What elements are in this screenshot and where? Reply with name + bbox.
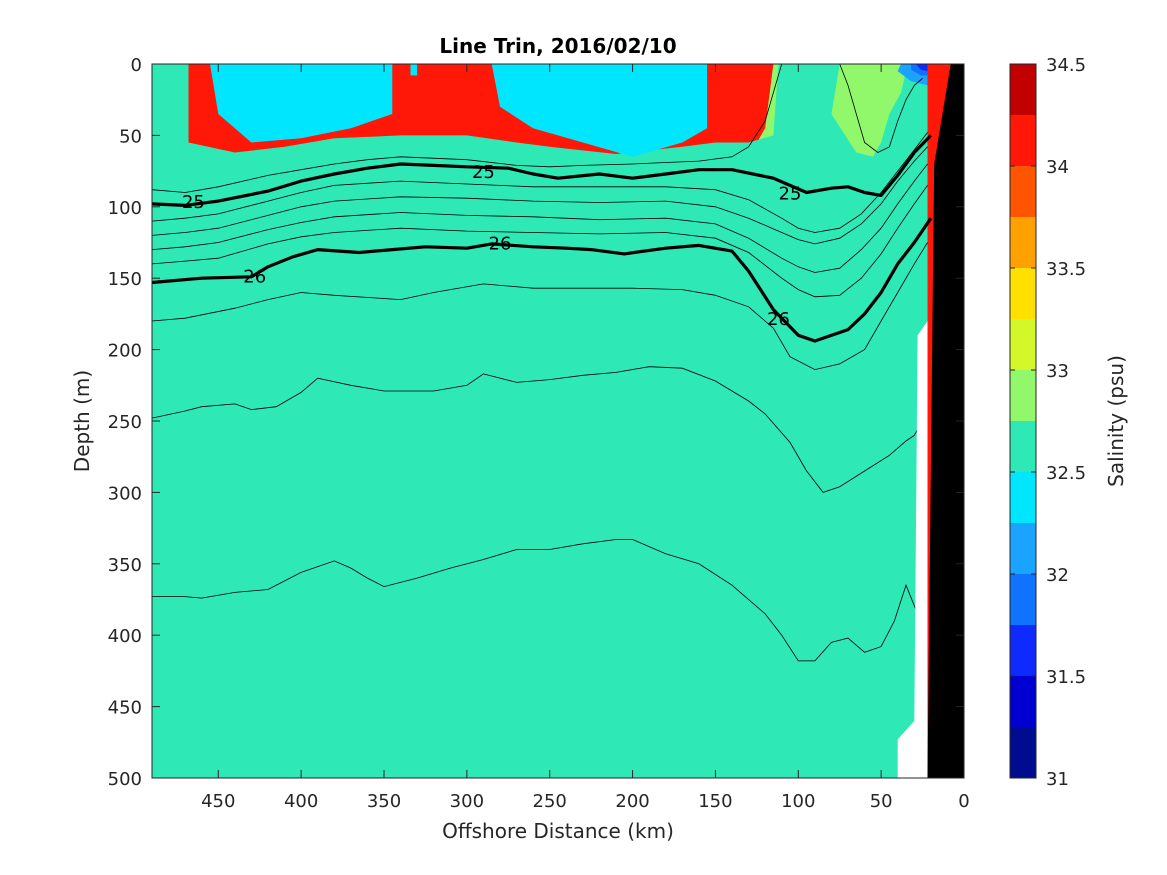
contour-label-25-2: 25 (779, 184, 802, 205)
contour-label-26-0: 26 (489, 234, 512, 255)
x-tick-label: 400 (284, 791, 318, 812)
colorbar-tick-label: 31.5 (1046, 667, 1086, 688)
y-tick-label: 350 (108, 555, 142, 576)
density-contour-thin-1 (839, 64, 923, 153)
colorbar-swatch (1010, 574, 1036, 625)
x-tick-label: 100 (781, 791, 815, 812)
y-tick-label: 200 (108, 341, 142, 362)
x-tick-label: 350 (367, 791, 401, 812)
y-tick-label: 300 (108, 483, 142, 504)
colorbar-swatch (1010, 370, 1036, 421)
y-tick-label: 400 (108, 626, 142, 647)
x-tick-label: 0 (958, 791, 969, 812)
y-axis: 0 50 100 150 200 250 300 350 400 450 500 (108, 55, 964, 790)
y-axis-label: Depth (m) (70, 370, 94, 472)
colorbar-tick-label: 34 (1046, 157, 1069, 178)
salinity-region-8 (410, 64, 418, 76)
y-tick-label: 500 (108, 769, 142, 790)
x-axis: 450 400 350 300 250 200 150 100 50 0 (201, 64, 970, 812)
chart-title: Line Trin, 2016/02/10 (439, 34, 676, 58)
salinity-region-7 (210, 64, 708, 157)
plot-area: 25 25 25 26 26 26 (152, 64, 964, 778)
colorbar-swatch (1010, 64, 1036, 115)
y-tick-label: 150 (108, 269, 142, 290)
colorbar-swatch (1010, 472, 1036, 523)
density-contour-thin-6 (152, 242, 928, 371)
contour-label-26-1: 26 (243, 266, 266, 287)
colorbar-swatch (1010, 217, 1036, 268)
colorbar-swatch (1010, 115, 1036, 166)
colorbar-swatch (1010, 421, 1036, 472)
contour-label-25-0: 25 (472, 162, 495, 183)
x-tick-label: 50 (870, 791, 893, 812)
colorbar-swatch (1010, 523, 1036, 574)
colorbar-swatch (1010, 268, 1036, 319)
colorbar-label: Salinity (psu) (1104, 355, 1128, 487)
density-contour-thin-7 (152, 366, 923, 493)
x-tick-label: 300 (450, 791, 484, 812)
colorbar-tick-label: 33 (1046, 361, 1069, 382)
density-contour-thin-0 (152, 64, 783, 193)
x-tick-label: 250 (533, 791, 567, 812)
x-tick-label: 200 (615, 791, 649, 812)
below-bottom-mask (897, 321, 928, 778)
contour-label-26-2: 26 (767, 309, 790, 330)
density-contour-thin-8 (152, 539, 918, 662)
colorbar-swatch (1010, 676, 1036, 727)
y-tick-label: 50 (119, 126, 142, 147)
density-contour-thin-2 (152, 132, 928, 233)
colorbar-tick-label: 33.5 (1046, 259, 1086, 280)
density-contour-25 (152, 134, 933, 207)
x-axis-label: Offshore Distance (km) (442, 819, 674, 843)
colorbar-swatch (1010, 166, 1036, 217)
colorbar-swatch (1010, 319, 1036, 370)
colorbar-tick-label: 31 (1046, 769, 1069, 790)
colorbar-swatch (1010, 727, 1036, 778)
y-tick-label: 0 (131, 55, 142, 76)
x-tick-label: 150 (698, 791, 732, 812)
colorbar: 31 31.5 32 32.5 33 33.5 34 34.5 (1009, 55, 1086, 790)
colorbar-tick-label: 34.5 (1046, 55, 1086, 76)
colorbar-swatch (1010, 625, 1036, 676)
y-tick-label: 100 (108, 198, 142, 219)
colorbar-tick-label: 32.5 (1046, 463, 1086, 484)
contour-label-25-1: 25 (182, 192, 205, 213)
density-contour-thin-5 (152, 185, 928, 298)
density-contour-26 (152, 217, 933, 343)
x-tick-label: 450 (201, 791, 235, 812)
density-contour-thin-4 (152, 163, 928, 273)
y-tick-label: 250 (108, 412, 142, 433)
density-contour-thin-3 (152, 146, 928, 245)
land-mask (927, 64, 964, 778)
colorbar-frame (1009, 63, 1037, 779)
salinity-region-6 (152, 64, 928, 778)
colorbar-tick-label: 32 (1046, 565, 1069, 586)
y-tick-label: 450 (108, 698, 142, 719)
salinity-region-11 (915, 64, 928, 72)
